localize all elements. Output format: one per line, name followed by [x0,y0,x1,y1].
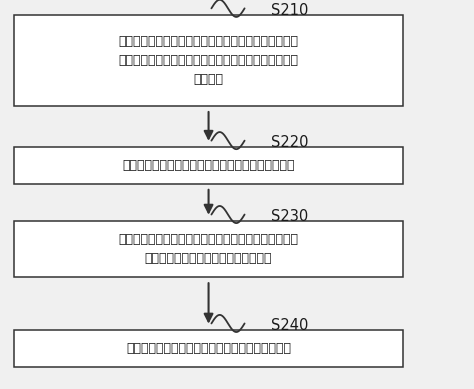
Text: 基于车辆特征数据集生成多个不同的机油液位补偿值: 基于车辆特征数据集生成多个不同的机油液位补偿值 [122,159,295,172]
Text: S220: S220 [271,135,308,150]
FancyBboxPatch shape [14,147,403,184]
FancyBboxPatch shape [14,14,403,106]
Text: S210: S210 [271,3,308,18]
FancyBboxPatch shape [14,330,403,366]
Text: 基于机油液位最终值调整车辆运行方式的控制策略: 基于机油液位最终值调整车辆运行方式的控制策略 [126,342,291,355]
Text: 基于多个不同的机油液位补偿值对实测机油液位数据进
行修正，以得到车辆的机油液位最终值: 基于多个不同的机油液位补偿值对实测机油液位数据进 行修正，以得到车辆的机油液位最… [118,233,299,265]
Text: 获取车辆的实测机油液位数据以及车辆对应的车辆特征
数据集；车辆特征数据集包括多个表征车辆运行情况的
特征数据: 获取车辆的实测机油液位数据以及车辆对应的车辆特征 数据集；车辆特征数据集包括多个… [118,35,299,86]
Text: S240: S240 [271,318,308,333]
FancyBboxPatch shape [14,221,403,277]
Text: S230: S230 [271,209,308,224]
